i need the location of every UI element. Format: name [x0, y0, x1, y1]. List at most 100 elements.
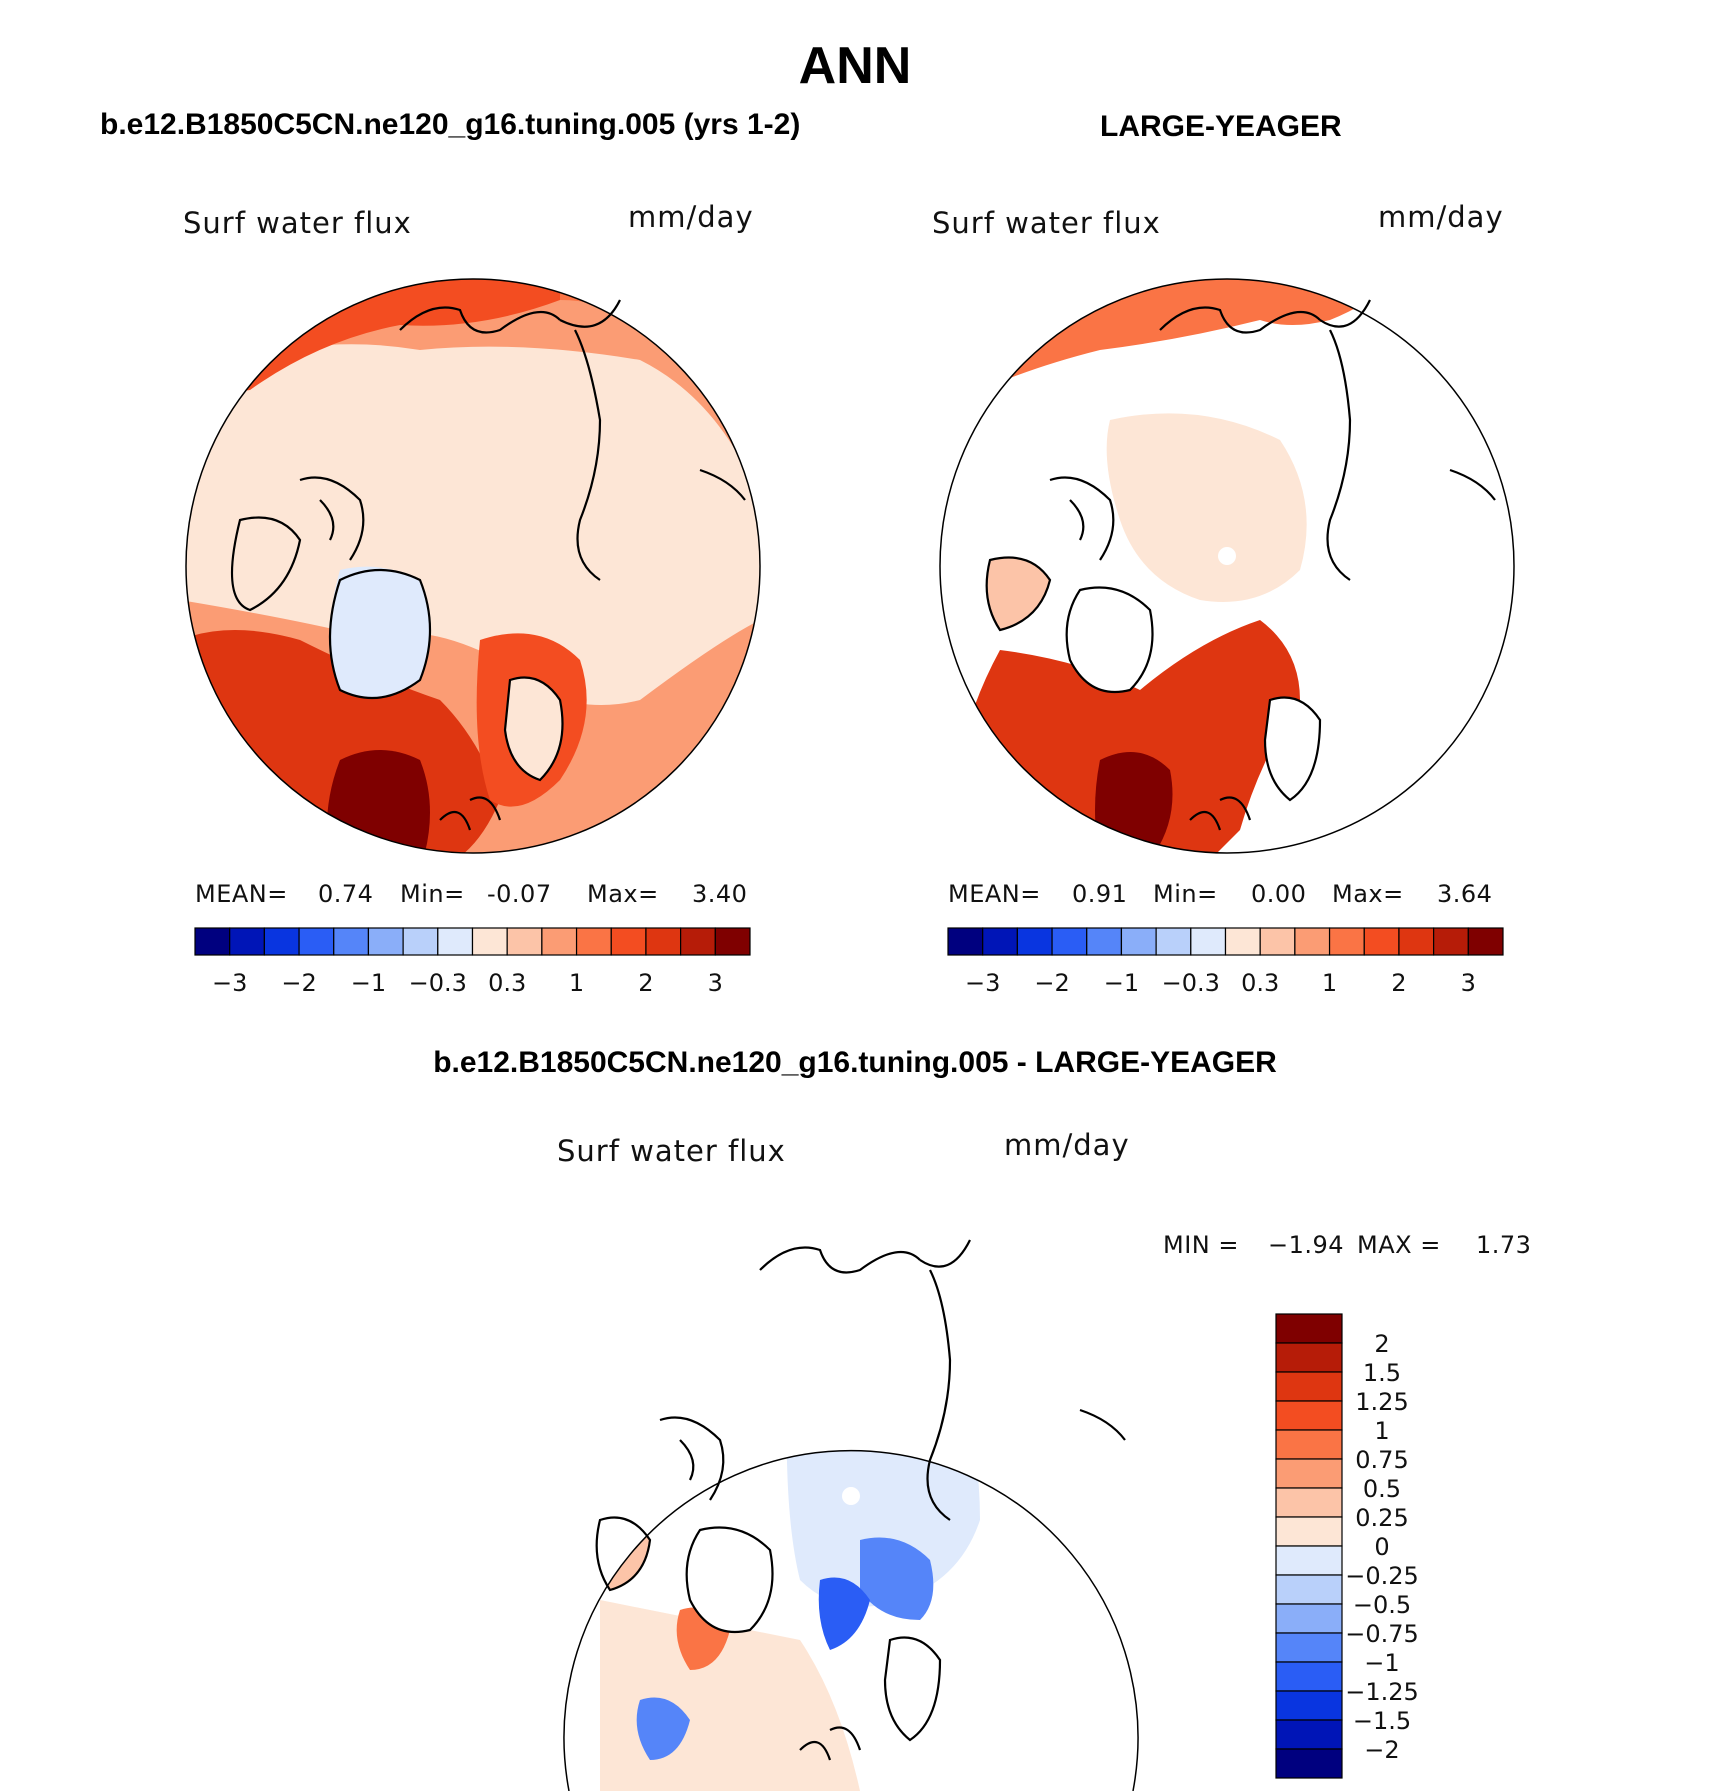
diff-panel-title: b.e12.B1850C5CN.ne120_g16.tuning.005 - L…: [433, 1046, 1277, 1079]
panel1-map-boundary: [185, 278, 761, 854]
panel1-colorbar-box-7: [1190, 927, 1227, 956]
panel2-colorbar-tick-3: 1: [1374, 1417, 1389, 1445]
panel2-colorbar-box-13: [1275, 1690, 1343, 1721]
panel2-coast-asia: [1319, 299, 1371, 581]
panel1-colorbar-box-12: [1363, 927, 1400, 956]
panel1-colorbar-box-0: [947, 927, 984, 956]
panel1-max-label: Max=: [587, 880, 659, 908]
panel1-coast-archipelago: [299, 476, 365, 561]
panel2-colorbar-tick-0: 2: [1374, 1330, 1389, 1358]
panel1-coast-scandinavia: [503, 676, 564, 782]
panel2-coast-britain: [1189, 796, 1252, 831]
panel0-colorbar-box-6: [402, 927, 439, 956]
panel2-colorbar: −3 −2 −1 −0.3 0.3 1 2 3: [947, 927, 1504, 997]
panel2-max-label: Max=: [1332, 880, 1404, 908]
panel3-field-bering: [790, 1242, 907, 1300]
panel2-colorbar-tick-6: 0.25: [1355, 1504, 1408, 1532]
panel3-field-barents: [860, 1537, 934, 1620]
panel3-units-label: mm/day: [1004, 1128, 1130, 1162]
panel2-colorbar-tick-4: 0.75: [1355, 1446, 1408, 1474]
panel1-max-value: 3.40: [692, 880, 748, 908]
panel0-colorbar-tick-7: 3: [708, 969, 723, 997]
panel2-colorbar-box-15: [1275, 1748, 1343, 1779]
panel2-field-hudson: [986, 557, 1050, 630]
panel0-colorbar-tick-5: 1: [569, 969, 584, 997]
panel0-colorbar-box-12: [610, 927, 647, 956]
panel3-coast-greenland: [685, 1526, 774, 1634]
panel2-colorbar-tick-7: 0: [1374, 1533, 1389, 1561]
panel2-colorbar-box-6: [1275, 1487, 1343, 1518]
panel3-min-value: −1.94: [1268, 1231, 1345, 1259]
panel0-colorbar-box-4: [333, 927, 370, 956]
panel0-colorbar-box-9: [506, 927, 543, 956]
panel3-coast-britain: [799, 1726, 862, 1761]
panel1-field-greenland: [330, 566, 430, 698]
panel3-variable-label: Surf water flux: [557, 1134, 786, 1168]
panel0-colorbar-box-5: [367, 927, 404, 956]
panel1-coast-asia: [559, 299, 621, 581]
panel2-colorbar-tick-1: 1.5: [1363, 1359, 1401, 1387]
panel0-colorbar-box-13: [645, 927, 682, 956]
panel2-coast-scandinavia: [1263, 696, 1322, 802]
panel3-max-value: 1.73: [1476, 1231, 1532, 1259]
panel1-colorbar-box-14: [1433, 927, 1469, 956]
panel2-min-label: Min=: [1153, 880, 1218, 908]
panel1-colorbar-box-11: [1328, 927, 1365, 956]
panel2-mean-value: 0.91: [1072, 880, 1128, 908]
panel2-colorbar-box-3: [1275, 1400, 1343, 1431]
panel3-field-min: [818, 1577, 870, 1650]
panel3-coast-hudson: [595, 1516, 652, 1592]
panel2-max-value: 3.64: [1437, 880, 1493, 908]
panel2-colorbar-tick-9: −0.5: [1353, 1591, 1411, 1619]
panel0-colorbar-box-11: [575, 927, 612, 956]
panel1-coast-kamchatka: [699, 468, 746, 501]
right-panel-title: LARGE-YEAGER: [1100, 110, 1342, 143]
panel2-colorbar-tick-14: −2: [1364, 1736, 1399, 1764]
panel2-colorbar-box-4: [1275, 1429, 1343, 1460]
panel2-field-scandinavia: [1265, 697, 1320, 800]
panel2-pole-marker: [1218, 547, 1236, 565]
panel2-map: [939, 278, 1515, 854]
panel2-colorbar-tick-10: −0.75: [1345, 1620, 1419, 1648]
panel3-field-negative-atlantic: [636, 1697, 690, 1760]
panel1-colorbar-tick-3: −0.3: [1162, 969, 1220, 997]
panel1-field-max: [326, 750, 430, 853]
panel2-mean-label: MEAN=: [948, 880, 1041, 908]
panel0-colorbar-tick-1: −2: [281, 969, 316, 997]
panel1-colorbar-tick-5: 1: [1322, 969, 1337, 997]
panel3-pole-marker: [842, 1487, 860, 1505]
panel1-mean-value: 0.74: [318, 880, 374, 908]
panel1-coast-siberia: [399, 306, 561, 334]
panel1-colorbar-box-6: [1155, 927, 1192, 956]
panel0-colorbar-tick-6: 2: [638, 969, 653, 997]
panel3-field-scandinavia: [885, 1637, 940, 1740]
panel2-colorbar-box-12: [1275, 1661, 1343, 1692]
panel3-field-pacific: [620, 1200, 1100, 1305]
panel0-colorbar-box-15: [714, 927, 751, 956]
panel0-colorbar-box-10: [541, 927, 578, 956]
panel3-field-arctic: [786, 1450, 980, 1607]
panel2-colorbar-box-11: [1275, 1632, 1343, 1663]
panel3-max-label: MAX =: [1357, 1231, 1441, 1259]
panel1-colorbar-box-10: [1294, 927, 1331, 956]
panel1-mean-label: MEAN=: [195, 880, 288, 908]
panel1-colorbar-box-1: [982, 927, 1018, 956]
panel2-colorbar-tick-8: −0.25: [1345, 1562, 1419, 1590]
panel1-colorbar-box-5: [1120, 927, 1157, 956]
panel2-colorbar-tick-12: −1.25: [1345, 1678, 1419, 1706]
panel2-coast-kamchatka: [1449, 468, 1496, 501]
panel3-field-greenland: [686, 1527, 773, 1632]
panel1-colorbar-tick-0: −3: [965, 969, 1000, 997]
panel2-colorbar-tick-11: −1: [1364, 1649, 1399, 1677]
panel1-colorbar-tick-7: 3: [1461, 969, 1476, 997]
panel3-coast-asia: [919, 1239, 971, 1521]
panel3-map-boundary: [563, 1449, 1139, 1791]
panel2-field-arctic: [1106, 413, 1307, 602]
panel3-colorbar: 21.51.2510.750.50.250−0.25−0.5−0.75−1−1.…: [1275, 1313, 1419, 1779]
panel0-colorbar-box-2: [263, 927, 300, 956]
panel1-map: [185, 278, 761, 854]
panel0-colorbar-tick-3: −0.3: [409, 969, 467, 997]
panel0-colorbar-box-8: [471, 927, 508, 956]
panel2-colorbar-box-2: [1275, 1371, 1343, 1402]
